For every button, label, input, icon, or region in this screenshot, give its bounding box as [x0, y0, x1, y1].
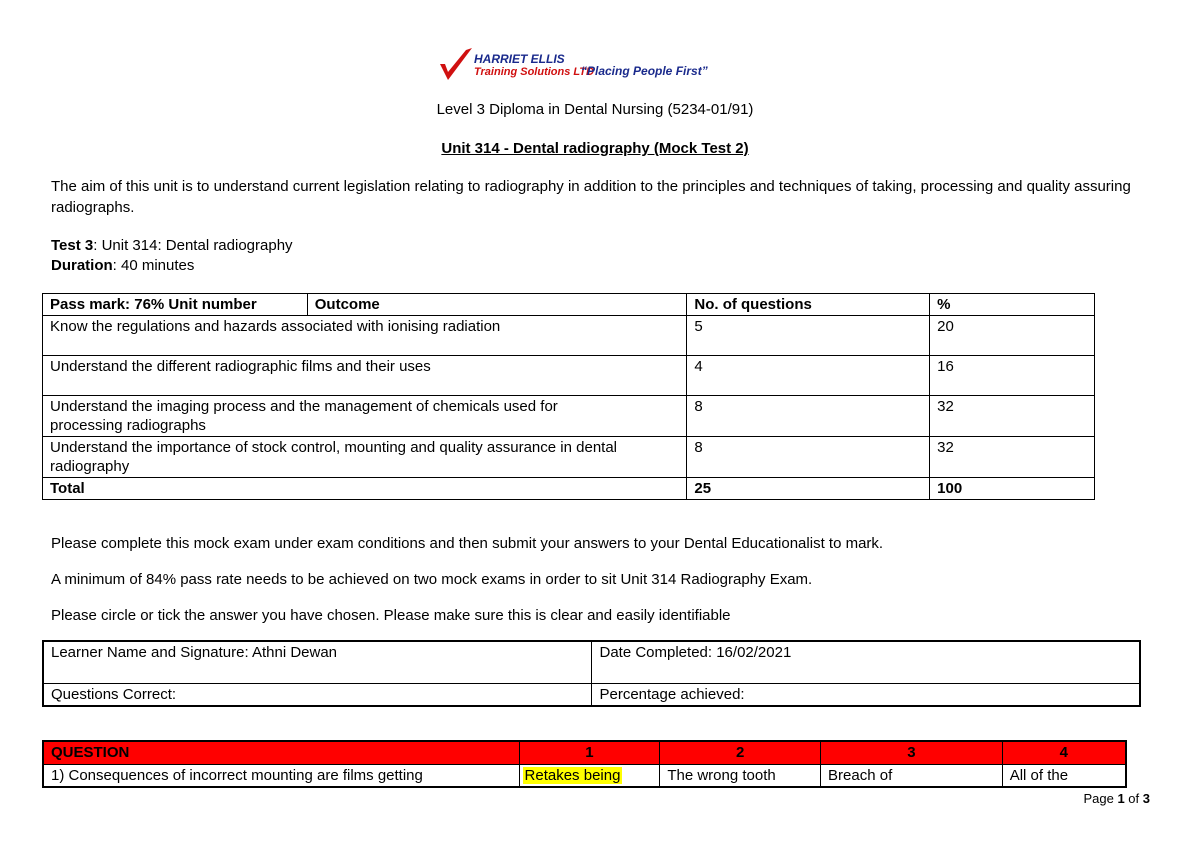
answer-option-selected[interactable]: Retakes being — [522, 767, 623, 784]
questions-cell: 8 — [686, 395, 931, 437]
outcome-cell: Know the regulations and hazards associa… — [41, 315, 688, 356]
total-questions: 25 — [686, 477, 931, 500]
percentage-field[interactable]: Percentage achieved: — [591, 682, 1141, 706]
question-text: 1) Consequences of incorrect mounting ar… — [42, 764, 520, 788]
outcome-cell: Understand the importance of stock contr… — [41, 436, 688, 478]
diploma-title: Level 3 Diploma in Dental Nursing (5234-… — [436, 101, 754, 118]
test-line: Test 3: Unit 314: Dental radiography — [51, 236, 293, 255]
questions-cell: 4 — [686, 355, 931, 396]
header-cell: % — [929, 293, 1095, 316]
learner-name-field[interactable]: Learner Name and Signature: Athni Dewan — [42, 640, 593, 684]
questions-header-row: QUESTION 1 2 3 4 — [42, 740, 1127, 765]
option-header: 1 — [518, 740, 661, 765]
table-row: Know the regulations and hazards associa… — [41, 315, 1095, 356]
instruction-text: A minimum of 84% pass rate needs to be a… — [51, 571, 813, 588]
percent-cell: 32 — [929, 436, 1095, 478]
answer-option[interactable]: Breach of — [820, 764, 1003, 788]
table-row: Understand the different radiographic fi… — [41, 355, 1095, 396]
of-word: of — [1128, 791, 1140, 806]
questions-table: QUESTION 1 2 3 4 1) Consequences of inco… — [42, 740, 1127, 788]
outcome-cell: Understand the different radiographic fi… — [41, 355, 688, 396]
outcomes-table: Pass mark: 76% Unit number Outcome No. o… — [41, 293, 1095, 500]
instruction-text: Please circle or tick the answer you hav… — [51, 607, 731, 624]
header-cell: No. of questions — [686, 293, 931, 316]
answer-option[interactable]: All of the — [1001, 764, 1127, 788]
total-pages: 3 — [1142, 791, 1150, 806]
percent-cell: 16 — [929, 355, 1095, 396]
page-number: Page 1 of 3 — [1083, 791, 1150, 806]
table-row: Understand the imaging process and the m… — [41, 395, 1095, 437]
current-page: 1 — [1117, 791, 1125, 806]
question-row: 1) Consequences of incorrect mounting ar… — [42, 764, 1127, 788]
total-label: Total — [41, 477, 688, 500]
table-row: Understand the importance of stock contr… — [41, 436, 1095, 478]
percent-cell: 20 — [929, 315, 1095, 356]
unit-title: Unit 314 - Dental radiography (Mock Test… — [441, 140, 749, 157]
learner-table: Learner Name and Signature: Athni Dewan D… — [42, 640, 1141, 707]
test-value: : Unit 314: Dental radiography — [93, 237, 293, 254]
option-header: 2 — [659, 740, 822, 765]
duration-value: : 40 minutes — [112, 257, 195, 274]
questions-correct-field[interactable]: Questions Correct: — [42, 682, 593, 706]
total-percent: 100 — [929, 477, 1095, 500]
logo-line1: HARRIET ELLIS — [474, 52, 565, 66]
questions-cell: 8 — [686, 436, 931, 478]
option-header: 4 — [1001, 740, 1127, 765]
option-header: 3 — [820, 740, 1003, 765]
slogan: “Placing People First” — [581, 64, 708, 78]
page-word: Page — [1083, 791, 1114, 806]
header-cell: Outcome — [306, 293, 688, 316]
outcomes-header-row: Pass mark: 76% Unit number Outcome No. o… — [42, 293, 1095, 316]
answer-option[interactable]: The wrong tooth — [659, 764, 822, 788]
duration-label: Duration — [51, 257, 113, 274]
question-header: QUESTION — [42, 740, 520, 765]
outcome-cell: Understand the imaging process and the m… — [41, 395, 688, 437]
total-row: Total 25 100 — [41, 477, 1095, 500]
checkmark-logo-icon — [440, 48, 472, 80]
aim-text: The aim of this unit is to understand cu… — [51, 178, 1131, 216]
duration-line: Duration: 40 minutes — [51, 256, 194, 275]
logo-line2: Training Solutions LTD — [474, 66, 594, 78]
percent-cell: 32 — [929, 395, 1095, 437]
test-label: Test 3 — [51, 237, 94, 254]
date-completed-field[interactable]: Date Completed: 16/02/2021 — [591, 640, 1141, 684]
instruction-text: Please complete this mock exam under exa… — [51, 535, 884, 552]
questions-cell: 5 — [686, 315, 931, 356]
header-cell: Pass mark: 76% Unit number — [42, 293, 308, 316]
